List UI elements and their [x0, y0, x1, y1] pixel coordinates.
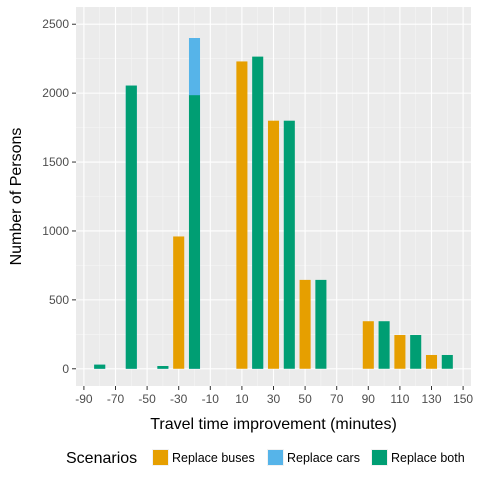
- legend-label: Replace both: [391, 451, 465, 465]
- x-tick-label: 110: [390, 392, 409, 406]
- x-axis-ticks: -90 -70 -50 -30 -10 10 30 50 70 90 110 130 150: [75, 386, 473, 406]
- bar: [315, 279, 327, 369]
- legend: Scenarios Replace buses Replace cars Repla…: [66, 449, 465, 467]
- x-tick-label: -50: [138, 392, 156, 406]
- legend-swatch: [153, 450, 168, 465]
- bar: [378, 321, 390, 369]
- x-tick-label: 90: [362, 392, 376, 406]
- x-tick-label: -70: [107, 392, 125, 406]
- bar: [173, 236, 185, 369]
- legend-items: Replace buses Replace cars Replace both: [152, 449, 465, 466]
- y-axis-ticks: 0 500 1000 1500 2000 2500: [42, 17, 76, 376]
- bar: [394, 335, 406, 369]
- x-tick-label: -10: [202, 392, 220, 406]
- bar: [188, 95, 201, 369]
- legend-swatch: [268, 450, 283, 465]
- y-tick-label: 2000: [42, 86, 69, 100]
- x-tick-label: -90: [75, 392, 93, 406]
- x-tick-label: 150: [453, 392, 473, 406]
- bar: [283, 120, 295, 369]
- bar: [410, 335, 422, 369]
- legend-swatch: [372, 450, 387, 465]
- x-tick-label: -30: [170, 392, 188, 406]
- bar: [267, 120, 280, 369]
- y-tick-label: 1500: [42, 155, 69, 169]
- y-tick-label: 500: [49, 293, 69, 307]
- y-tick-label: 1000: [42, 224, 69, 238]
- x-tick-label: 70: [330, 392, 344, 406]
- bar: [125, 85, 137, 369]
- legend-label: Replace buses: [172, 451, 255, 465]
- bar: [362, 321, 374, 369]
- y-tick-label: 2500: [42, 17, 69, 31]
- bar: [252, 56, 264, 369]
- bar: [236, 61, 248, 369]
- bar: [425, 354, 438, 369]
- x-tick-label: 130: [421, 392, 441, 406]
- x-tick-label: 10: [235, 392, 249, 406]
- bar: [441, 354, 453, 369]
- bar: [299, 279, 311, 369]
- x-tick-label: 30: [267, 392, 281, 406]
- bar: [157, 366, 169, 369]
- y-tick-label: 0: [62, 362, 69, 376]
- x-tick-label: 50: [298, 392, 312, 406]
- y-axis-title: Number of Persons: [8, 128, 25, 266]
- bars: [94, 38, 453, 369]
- bar: [94, 364, 106, 369]
- grid-lines: [76, 7, 471, 386]
- legend-title: Scenarios: [66, 450, 137, 467]
- legend-label: Replace cars: [287, 451, 360, 465]
- x-axis-title: Travel time improvement (minutes): [150, 416, 397, 433]
